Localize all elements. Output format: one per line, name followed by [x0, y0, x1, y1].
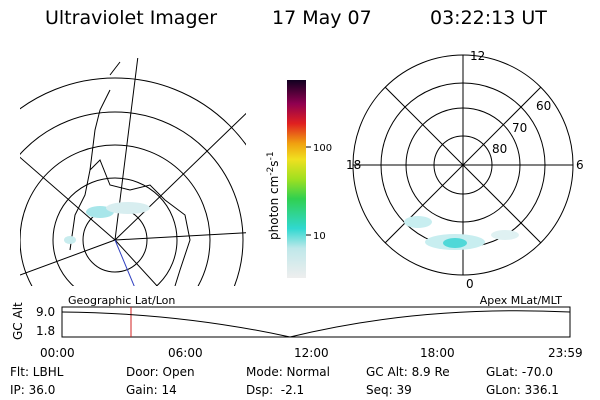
time: 03:22:13 UT	[430, 7, 547, 29]
timeline-y-label: 1.8	[36, 324, 55, 338]
footer-field: Flt: LBHL	[10, 365, 64, 379]
footer-field: Gain: 14	[126, 383, 177, 397]
altitude-curve	[61, 310, 571, 338]
time-label: 06:00	[168, 346, 203, 360]
geographic-map	[20, 58, 246, 286]
footer-field: Mode: Normal	[246, 365, 330, 379]
footer-field: Door: Open	[126, 365, 195, 379]
time-label: 23:59	[548, 346, 583, 360]
timeline-left-label: Geographic Lat/Lon	[68, 294, 175, 307]
timeline-frame	[61, 306, 571, 338]
mlt-label: 6	[576, 158, 584, 172]
lat-label: 80	[492, 142, 507, 156]
footer-field: IP: 36.0	[10, 383, 55, 397]
time-label: 00:00	[40, 346, 75, 360]
title: Ultraviolet Imager	[45, 7, 217, 29]
mlt-label: 12	[470, 49, 485, 63]
date: 17 May 07	[272, 7, 372, 29]
colorbar-unit: photon cm-2s-1	[266, 151, 281, 240]
lat-label: 70	[512, 121, 527, 135]
timeline-y-title: GC Alt	[11, 302, 25, 340]
mlt-label: 0	[466, 277, 474, 291]
polar-plot	[352, 54, 574, 276]
colorbar-label: 10	[313, 231, 326, 242]
footer-field: Seq: 39	[366, 383, 412, 397]
mlt-label: 18	[346, 158, 361, 172]
lat-label: 60	[536, 99, 551, 113]
time-label: 12:00	[294, 346, 329, 360]
footer: Flt: LBHL Door: Open Mode: Normal GC Alt: 8…	[10, 365, 559, 397]
footer-field: GLat: -70.0	[486, 365, 553, 379]
footer-field: GC Alt: 8.9 Re	[366, 365, 450, 379]
footer-field: GLon: 336.1	[486, 383, 559, 397]
timeline-y-label: 9.0	[36, 305, 55, 319]
timeline-right-label: Apex MLat/MLT	[480, 294, 563, 307]
footer-field: Dsp: -2.1	[246, 383, 304, 397]
colorbar	[287, 80, 306, 278]
time-label: 18:00	[420, 346, 455, 360]
colorbar-label: 100	[313, 143, 332, 154]
